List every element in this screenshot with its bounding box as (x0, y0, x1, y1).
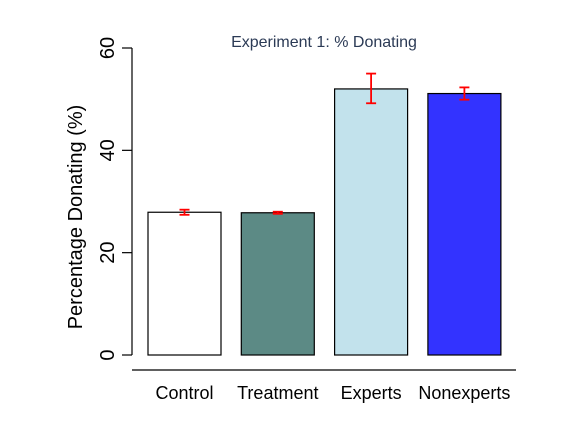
x-tick-label: Nonexperts (418, 383, 510, 403)
bar-nonexperts (427, 92, 502, 356)
x-ticks: Control Treatment Experts Nonexperts (155, 383, 510, 403)
error-bar-treatment (272, 210, 283, 215)
y-tick-label: 40 (97, 139, 119, 161)
x-tick-label: Treatment (237, 383, 318, 403)
x-tick-label: Control (155, 383, 213, 403)
bars (147, 88, 502, 356)
x-tick-label: Experts (341, 383, 402, 403)
bar-control (147, 211, 222, 356)
chart-title: Experiment 1: % Donating (231, 34, 417, 51)
error-bar-nonexperts (459, 86, 470, 101)
error-bars (179, 72, 470, 216)
y-tick-label: 0 (97, 349, 119, 360)
bar-treatment (240, 212, 315, 356)
error-bar-experts (366, 72, 377, 105)
y-ticks: 0 20 40 60 (97, 37, 132, 361)
bar-experts (334, 88, 409, 356)
error-bar-control (179, 208, 190, 216)
y-axis-label: Percentage Donating (%) (65, 105, 87, 330)
y-tick-label: 20 (97, 242, 119, 264)
y-tick-label: 60 (97, 37, 119, 59)
